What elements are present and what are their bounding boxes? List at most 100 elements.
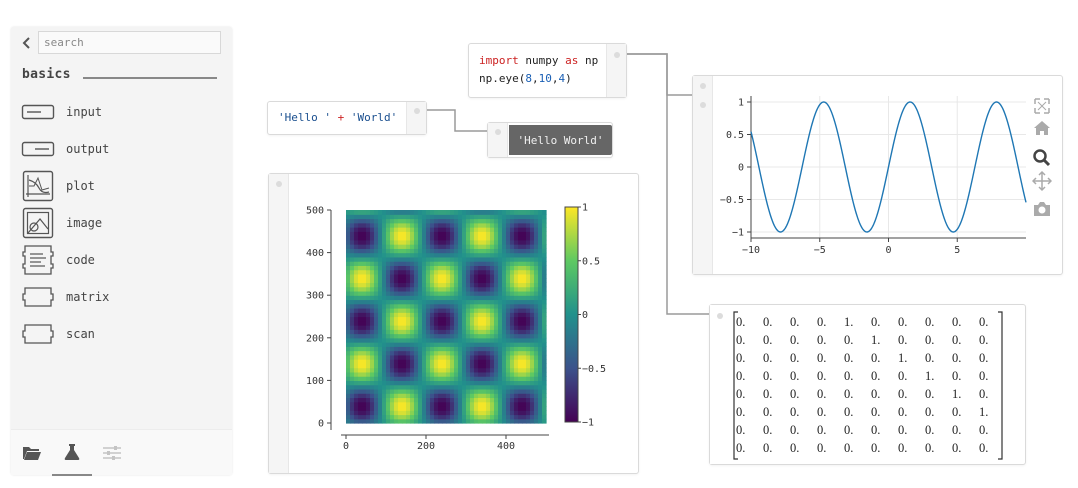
sidebar-item-plot[interactable]: plot xyxy=(21,169,221,203)
heatmap-cell xyxy=(374,342,379,347)
heatmap-cell xyxy=(442,286,447,292)
input-port[interactable] xyxy=(700,102,706,108)
heatmap-cell xyxy=(526,303,531,309)
sidebar-item-code[interactable]: code xyxy=(21,243,221,277)
line-chart[interactable]: 10.50−0.5−1−10 −5 0 5 xyxy=(693,76,1062,274)
heatmap-cell xyxy=(474,380,479,386)
heatmap-cell xyxy=(462,316,467,322)
heatmap-cell xyxy=(466,342,471,347)
heatmap-cell xyxy=(362,418,367,424)
sidebar-item-image[interactable]: image xyxy=(21,206,221,240)
code-cell-numpy[interactable]: import numpy as np np.eye(8,10,4) xyxy=(468,43,627,98)
heatmap-cell xyxy=(386,278,391,284)
heatmap-cell xyxy=(454,261,459,266)
heatmap-cell xyxy=(482,418,487,424)
heatmap-cell xyxy=(534,388,539,394)
heatmap-cell xyxy=(418,359,423,364)
camera-icon[interactable] xyxy=(1034,202,1050,216)
input-port[interactable] xyxy=(700,83,706,89)
input-port[interactable] xyxy=(276,181,282,187)
heatmap-cell xyxy=(378,346,383,352)
heatmap-cell xyxy=(442,397,447,403)
heatmap-cell xyxy=(510,401,515,407)
heatmap-cell xyxy=(478,231,483,237)
back-chevron-icon[interactable] xyxy=(19,35,35,51)
heatmap-cell xyxy=(542,299,547,305)
zoom-icon[interactable] xyxy=(1033,149,1051,167)
heatmap-cell xyxy=(498,303,503,309)
heatmap-cell xyxy=(446,418,451,424)
heatmap-cell xyxy=(410,214,415,220)
heatmap-cell xyxy=(366,367,371,373)
tab-components[interactable] xyxy=(52,430,92,476)
cell-handle[interactable] xyxy=(488,123,508,157)
heatmap-cell xyxy=(534,401,539,407)
heatmap-cell xyxy=(346,269,351,275)
heatmap-cell xyxy=(526,405,531,411)
heatmap-cell xyxy=(498,248,503,254)
matrix-cell[interactable]: 0. 0. 0. 0. 1. 0. 0. 0. 0. 0. 0. 0. 0. 0. 0. 1. 0. 0. 0. 0.… xyxy=(709,304,1026,465)
input-port[interactable] xyxy=(717,313,723,319)
heatmap-cell xyxy=(490,393,495,399)
heatmap-cell xyxy=(534,418,539,424)
heatmap-cell xyxy=(350,269,355,275)
heatmap-cell xyxy=(478,269,483,275)
heatmap-cell xyxy=(438,354,443,360)
heatmap-cell xyxy=(410,325,415,330)
cell-handle[interactable] xyxy=(406,102,426,134)
heatmap-cell xyxy=(370,265,375,271)
heatmap-cell xyxy=(534,290,539,296)
heatmap-cell xyxy=(350,346,355,352)
heatmap-cell xyxy=(470,222,475,228)
heatmap-cell xyxy=(346,393,351,399)
heatmap-cell xyxy=(454,414,459,420)
home-icon[interactable] xyxy=(1034,121,1050,135)
heatmap-cell xyxy=(398,354,403,360)
heatmap-cell xyxy=(526,214,531,220)
output-cell-hello[interactable]: 'Hello World' xyxy=(487,122,613,158)
heatmap-cell xyxy=(466,346,471,352)
heatmap-cell xyxy=(358,214,363,220)
colorbar-tick-label: 1 xyxy=(582,203,588,214)
heatmap-cell xyxy=(434,410,439,416)
input-port[interactable] xyxy=(495,129,501,135)
cell-handle[interactable] xyxy=(269,174,289,473)
sidebar-item-input[interactable]: input xyxy=(21,95,221,129)
sidebar-item-scan[interactable]: scan xyxy=(21,317,221,351)
cell-handle[interactable] xyxy=(606,44,626,97)
heatmap-cell xyxy=(418,307,423,313)
code-text[interactable]: 'Hello ' + 'World' xyxy=(278,109,397,127)
heatmap-cell xyxy=(394,210,399,215)
code-cell-hello[interactable]: 'Hello ' + 'World' xyxy=(267,101,427,135)
heatmap-cell xyxy=(406,397,411,403)
heatmap-cell xyxy=(390,316,395,322)
cell-handle[interactable] xyxy=(710,305,730,464)
heatmap-cell xyxy=(454,342,459,347)
output-port[interactable] xyxy=(614,52,620,58)
sidebar-item-matrix[interactable]: matrix xyxy=(21,280,221,314)
heatmap-cell xyxy=(542,350,547,356)
heatmap-cell xyxy=(462,410,467,416)
pan-icon[interactable] xyxy=(1032,170,1052,192)
sidebar-item-output[interactable]: output xyxy=(21,132,221,166)
line-plot-cell[interactable]: 1 0.5 0 −0.5 −1 −10 −5 0 5 xyxy=(692,75,1063,275)
heatmap-cell[interactable]: 0 100 200 300 400 500 0 200 400 1 0.5 0 −0.5 −1 xyxy=(268,173,639,474)
autoscale-icon[interactable] xyxy=(1034,98,1050,114)
output-port[interactable] xyxy=(414,108,420,114)
heatmap-cell xyxy=(442,307,447,313)
matrix-entry: 0. xyxy=(763,440,773,455)
tab-settings[interactable] xyxy=(92,430,132,476)
cell-handle[interactable] xyxy=(693,76,713,274)
matrix-entry: 0. xyxy=(736,404,746,419)
code-text[interactable]: import numpy as np np.eye(8,10,4) xyxy=(479,54,599,85)
search-input[interactable] xyxy=(38,31,221,54)
heatmap-cell xyxy=(370,346,375,352)
heatmap-cell xyxy=(422,286,427,292)
heatmap-cell xyxy=(518,261,523,266)
tab-files[interactable] xyxy=(12,430,52,476)
heatmap-cell xyxy=(350,359,355,364)
heatmap-cell xyxy=(386,303,391,309)
heatmap-cell xyxy=(422,354,427,360)
heatmap-cell xyxy=(386,363,391,369)
